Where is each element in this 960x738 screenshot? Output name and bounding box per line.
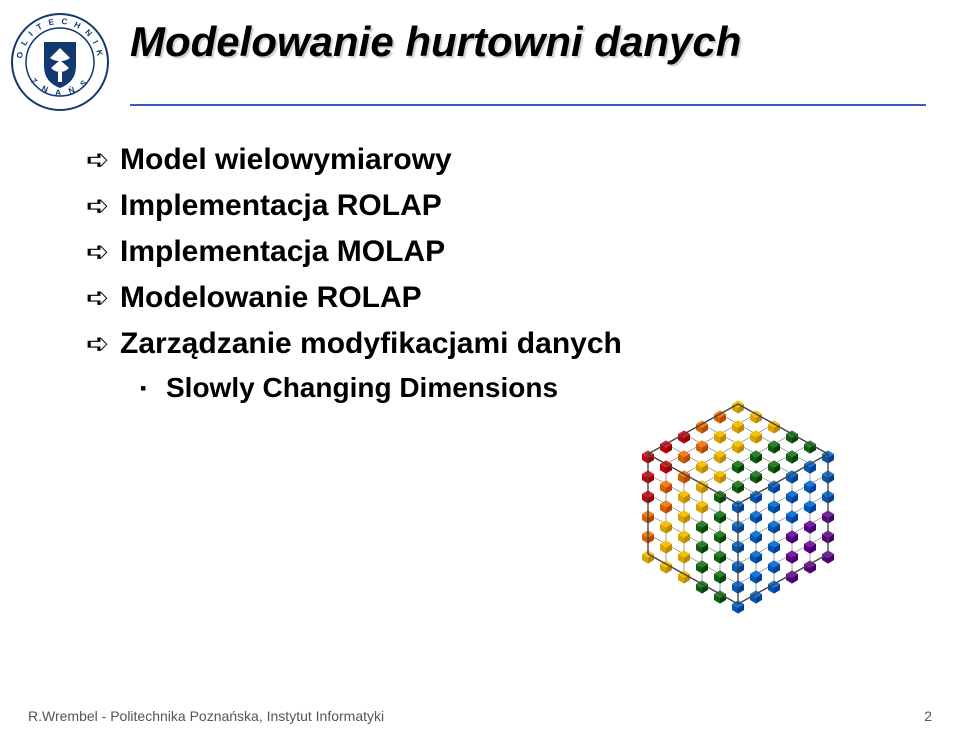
bullet-arrow-icon: ➪ xyxy=(86,232,120,272)
sub-bullet-text: Slowly Changing Dimensions xyxy=(166,370,558,406)
data-cube-illustration xyxy=(588,364,888,664)
bullet-item: ➪ Model wielowymiarowy xyxy=(86,140,886,180)
bullet-item: ➪ Implementacja MOLAP xyxy=(86,232,886,272)
bullet-arrow-icon: ➪ xyxy=(86,186,120,226)
bullet-text: Modelowanie ROLAP xyxy=(120,278,422,318)
bullet-item: ➪ Implementacja ROLAP xyxy=(86,186,886,226)
bullet-text: Implementacja ROLAP xyxy=(120,186,442,226)
sub-bullet-square-icon: ▪ xyxy=(140,370,166,406)
footer-left: R.Wrembel - Politechnika Poznańska, Inst… xyxy=(28,708,384,724)
bullet-item: ➪ Zarządzanie modyfikacjami danych xyxy=(86,324,886,364)
slide-footer: R.Wrembel - Politechnika Poznańska, Inst… xyxy=(28,708,932,724)
footer-page-number: 2 xyxy=(924,708,932,724)
bullet-arrow-icon: ➪ xyxy=(86,324,120,364)
bullet-text: Model wielowymiarowy xyxy=(120,140,452,180)
bullet-text: Zarządzanie modyfikacjami danych xyxy=(120,324,622,364)
bullet-text: Implementacja MOLAP xyxy=(120,232,445,272)
bullet-arrow-icon: ➪ xyxy=(86,278,120,318)
university-logo: P O L I T E C H N I K A P O Z N A Ń S K … xyxy=(10,12,110,112)
title-underline xyxy=(130,104,926,106)
bullet-item: ➪ Modelowanie ROLAP xyxy=(86,278,886,318)
slide-title: Modelowanie hurtowni danych xyxy=(130,18,741,66)
bullet-arrow-icon: ➪ xyxy=(86,140,120,180)
